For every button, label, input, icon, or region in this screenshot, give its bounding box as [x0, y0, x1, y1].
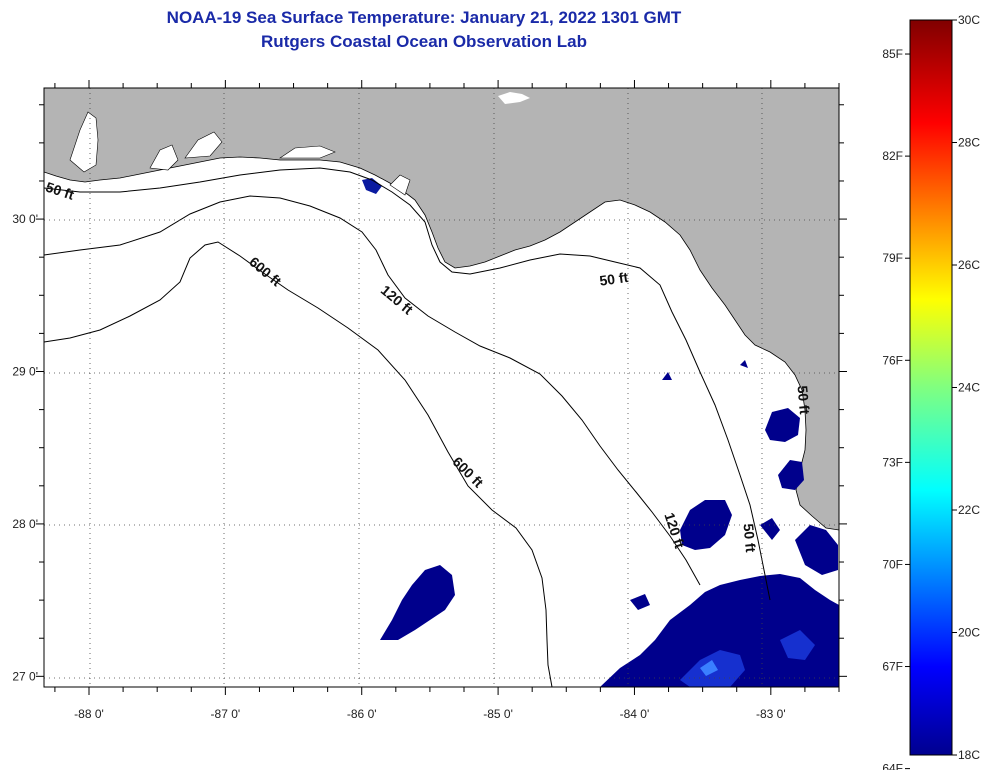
latitude-tick-label: 29 0'	[12, 364, 38, 378]
celsius-scale-label: 26C	[958, 258, 980, 272]
longitude-tick-label: -83 0'	[756, 707, 786, 721]
bay-inlet	[279, 145, 336, 159]
land-mass	[44, 88, 839, 531]
cold-water-patch	[362, 178, 382, 194]
map-frame	[43, 87, 840, 688]
longitude-tick-label: -87 0'	[211, 707, 241, 721]
sst-cold-water	[380, 360, 839, 687]
celsius-scale-label: 24C	[958, 381, 980, 395]
bay-inlet	[389, 174, 411, 196]
celsius-scale-label: 20C	[958, 626, 980, 640]
bay-inlet	[69, 111, 99, 173]
fahrenheit-scale-label: 70F	[882, 557, 903, 571]
fahrenheit-scale-label: 85F	[882, 47, 903, 61]
map-title: NOAA-19 Sea Surface Temperature: January…	[166, 8, 682, 27]
bay-inlet	[149, 144, 179, 171]
lake	[498, 92, 530, 104]
sst-warm-spot	[700, 660, 718, 676]
longitude-tick-label: -86 0'	[347, 707, 377, 721]
celsius-scale-label: 22C	[958, 503, 980, 517]
color-scale-bar	[909, 19, 953, 756]
contour-600ft	[44, 241, 553, 687]
axis-ticks	[36, 80, 847, 695]
fahrenheit-scale-label: 79F	[882, 251, 903, 265]
fahrenheit-scale-label: 82F	[882, 149, 903, 163]
depth-label: 50 ft	[740, 523, 758, 553]
latitude-tick-label: 30 0'	[12, 212, 38, 226]
celsius-scale-label: 30C	[958, 13, 980, 27]
contour-50ft	[44, 167, 771, 601]
longitude-tick-label: -88 0'	[74, 707, 104, 721]
fahrenheit-scale-label: 64F	[882, 762, 903, 770]
fahrenheit-scale-label: 67F	[882, 660, 903, 674]
map-subtitle: Rutgers Coastal Ocean Observation Lab	[261, 32, 587, 51]
fahrenheit-scale-label: 73F	[882, 455, 903, 469]
latitude-tick-label: 27 0'	[12, 669, 38, 683]
celsius-scale-label: 28C	[958, 136, 980, 150]
depth-label: 50 ft	[598, 269, 629, 289]
latitude-tick-label: 28 0'	[12, 517, 38, 531]
longitude-tick-label: -84 0'	[620, 707, 650, 721]
celsius-scale-label: 18C	[958, 748, 980, 762]
contour-120ft	[44, 195, 701, 586]
bay-inlet	[184, 131, 223, 159]
fahrenheit-scale-label: 76F	[882, 353, 903, 367]
longitude-tick-label: -85 0'	[483, 707, 513, 721]
depth-label: 50 ft	[794, 385, 812, 415]
